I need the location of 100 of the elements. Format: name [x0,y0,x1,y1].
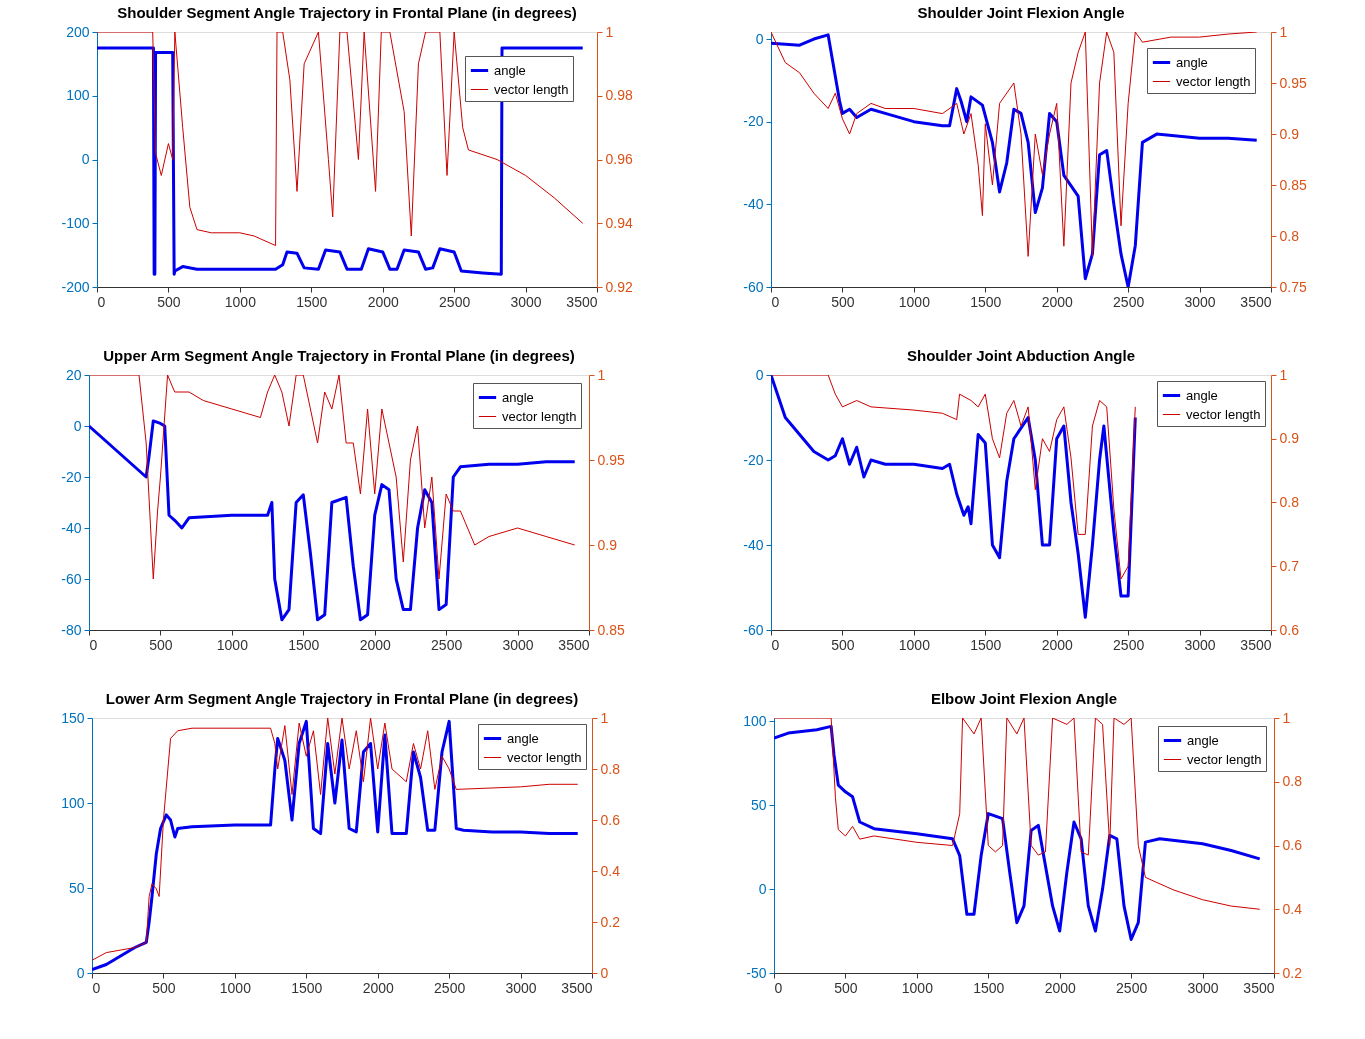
y-tick-label: -60 [743,621,764,638]
x-tick-label: 3500 [1243,979,1275,996]
y2-tick-label: 0.7 [1279,557,1300,574]
y2-tick-label: 1 [600,709,609,726]
y2-tick-label: 1 [605,23,614,40]
y2-tick-label: 0.2 [1282,964,1303,981]
y2-tick-label: 0.8 [1282,773,1303,790]
line-series [771,375,1136,580]
legend-label: vector length [1176,73,1251,89]
x-tick-label: 1500 [973,979,1005,996]
y2-tick-label: 0.85 [1279,176,1307,193]
x-tick-label: 0 [97,293,106,310]
x-tick-label: 2000 [1044,979,1076,996]
x-tick-label: 1000 [216,636,249,653]
y2-tick-label: 1 [1282,709,1291,726]
x-tick-label: 2000 [1041,293,1073,310]
x-tick-label: 1500 [970,636,1002,653]
y2-tick-label: 0.92 [605,278,633,295]
y-tick-label: -60 [743,278,764,295]
legend-label: angle [494,62,526,78]
x-tick-label: 0 [771,293,780,310]
line-series [89,375,576,580]
y-tick-label: 100 [61,794,85,811]
y2-tick-label: 1 [1279,23,1288,40]
y2-tick-label: 0.98 [605,87,633,104]
x-tick-label: 3000 [1187,979,1219,996]
y2-tick-label: 0.8 [1279,227,1300,244]
x-tick-label: 1000 [898,636,931,653]
x-tick-label: 3000 [505,979,537,996]
legend-label: angle [1176,54,1208,70]
y-tick-label: -20 [61,468,82,485]
y-tick-label: -80 [61,621,82,638]
y2-tick-label: 0.85 [597,621,625,638]
legend-label: vector length [1186,406,1261,422]
x-tick-label: 2500 [434,979,466,996]
chart-title: Shoulder Joint Flexion Angle [917,4,1125,21]
y-tick-label: 0 [81,151,90,167]
x-tick-label: 2500 [1113,636,1145,653]
y-tick-label: 0 [758,880,767,897]
y-tick-label: 200 [66,23,90,40]
y2-tick-label: 0.4 [1282,900,1303,917]
y-tick-label: -40 [61,519,82,536]
x-tick-label: 1500 [970,293,1002,310]
x-tick-label: 1000 [219,979,252,996]
y-tick-label: 100 [66,87,90,104]
y2-tick-label: 0.9 [1279,125,1300,142]
line-series [774,724,1262,941]
legend-label: angle [502,389,534,405]
legend-label: angle [1187,732,1219,748]
x-tick-label: 3500 [566,293,598,310]
x-tick-label: 500 [834,979,858,996]
x-tick-label: 3500 [1240,636,1272,653]
x-tick-label: 1000 [901,979,934,996]
y2-tick-label: 0.6 [600,811,621,828]
x-tick-label: 3500 [558,636,590,653]
x-tick-label: 3500 [561,979,593,996]
x-tick-label: 2500 [1113,293,1145,310]
x-tick-label: 0 [92,979,101,996]
chart-title: Elbow Joint Flexion Angle [930,690,1118,707]
x-tick-label: 2000 [1041,636,1073,653]
y2-tick-label: 0.95 [1279,74,1307,91]
x-tick-label: 2000 [367,293,399,310]
x-tick-label: 3000 [502,636,534,653]
y-tick-label: -40 [743,195,764,212]
y-tick-label: -200 [61,278,90,295]
x-tick-label: 1500 [296,293,328,310]
x-tick-label: 500 [157,293,181,310]
x-tick-label: 3000 [1184,636,1216,653]
y-tick-label: -40 [743,536,764,553]
line-series [97,32,584,247]
chart-title: Shoulder Joint Abduction Angle [906,347,1136,364]
y2-tick-label: 0.95 [597,451,625,468]
y2-tick-label: 0.8 [1279,494,1300,510]
y-tick-label: -20 [743,451,764,468]
y-tick-label: 0 [755,30,764,47]
y-tick-label: -50 [746,964,767,981]
x-tick-label: 500 [152,979,176,996]
x-tick-label: 0 [774,979,783,996]
x-tick-label: 500 [149,636,173,653]
x-tick-label: 1500 [288,636,320,653]
y-tick-label: 20 [65,366,82,383]
x-tick-label: 500 [831,293,855,310]
legend-label: vector length [507,749,582,765]
y-tick-label: 0 [73,417,82,434]
y-tick-label: -20 [743,113,764,130]
y2-tick-label: 0.96 [605,151,633,167]
legend-label: angle [1186,387,1218,403]
x-tick-label: 500 [831,636,855,653]
chart-title: Lower Arm Segment Angle Trajectory in Frontal Plane (in degrees) [105,690,579,707]
x-tick-label: 2500 [1116,979,1148,996]
x-tick-label: 3000 [510,293,542,310]
y2-tick-label: 0.8 [600,760,621,777]
y2-tick-label: 0.6 [1282,837,1303,853]
y-tick-label: -60 [61,570,82,587]
y2-tick-label: 0.9 [597,536,618,553]
x-tick-label: 1500 [291,979,323,996]
x-tick-label: 2500 [431,636,463,653]
chart-title: Shoulder Segment Angle Trajectory in Frontal Plane (in degrees) [117,4,577,21]
legend-label: vector length [494,81,569,97]
y2-tick-label: 0.9 [1279,430,1300,447]
